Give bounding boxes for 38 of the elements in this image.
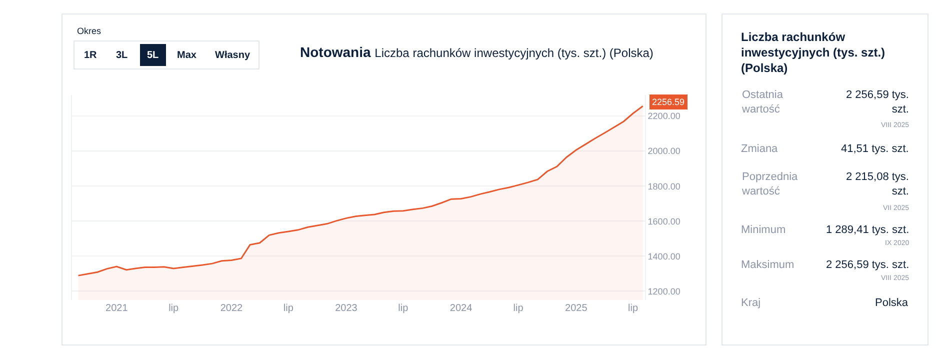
text: 41,51 tys. szt. [841, 143, 909, 155]
annotation: 2256.59 [652, 97, 685, 107]
text: Zmiana [741, 143, 779, 155]
text: Maksimum [741, 259, 794, 271]
x-tick-label: 2025 [565, 303, 588, 314]
text: Okres [77, 26, 102, 36]
text: 1 289,41 tys. szt. [826, 224, 910, 236]
text: 2 215,08 tys. szt. [846, 171, 909, 198]
x-tick-label: 2024 [450, 303, 473, 314]
x-tick-label: 2022 [220, 303, 244, 314]
y-tick-label: 2200.00 [648, 111, 680, 122]
text: 3L [116, 50, 128, 61]
text: Ostatnia wartość [741, 89, 784, 116]
text: Kraj [741, 297, 761, 309]
x-tick-label: 2023 [335, 303, 358, 314]
text: Polska [875, 297, 909, 309]
x-tick-label: 2021 [106, 303, 128, 314]
y-tick-label: 2000.00 [648, 146, 680, 156]
text: Minimum [741, 224, 786, 236]
text: Własny [215, 50, 250, 61]
y-tick-label: 1200.00 [648, 286, 680, 296]
chart-title: Notowania [300, 44, 371, 60]
x-tick-label: lip [168, 303, 180, 314]
x-tick-label: lip [628, 303, 638, 314]
y-tick-label: 1400.00 [648, 251, 680, 262]
y-tick-label: 1600.00 [648, 216, 680, 226]
x-tick-label: lip [513, 303, 524, 314]
chart-subtitle: Liczba rachunków inwestycyjnych (tys. szt.) (Polska) [374, 46, 654, 60]
x-tick-label: lip [283, 303, 294, 314]
text: 2 256,59 tys. szt. [846, 89, 909, 116]
text: Poprzednia wartość [741, 171, 799, 198]
text: 2 256,59 tys. szt. [826, 259, 910, 271]
text: Max [177, 50, 197, 61]
text: 1R [84, 50, 98, 61]
y-tick-label: 1800.00 [648, 181, 680, 192]
x-tick-label: lip [398, 303, 409, 314]
text: Liczba rachunków inwestycyjnych (tys. szt.) (Polska) [741, 30, 886, 76]
text: 5L [147, 50, 159, 61]
